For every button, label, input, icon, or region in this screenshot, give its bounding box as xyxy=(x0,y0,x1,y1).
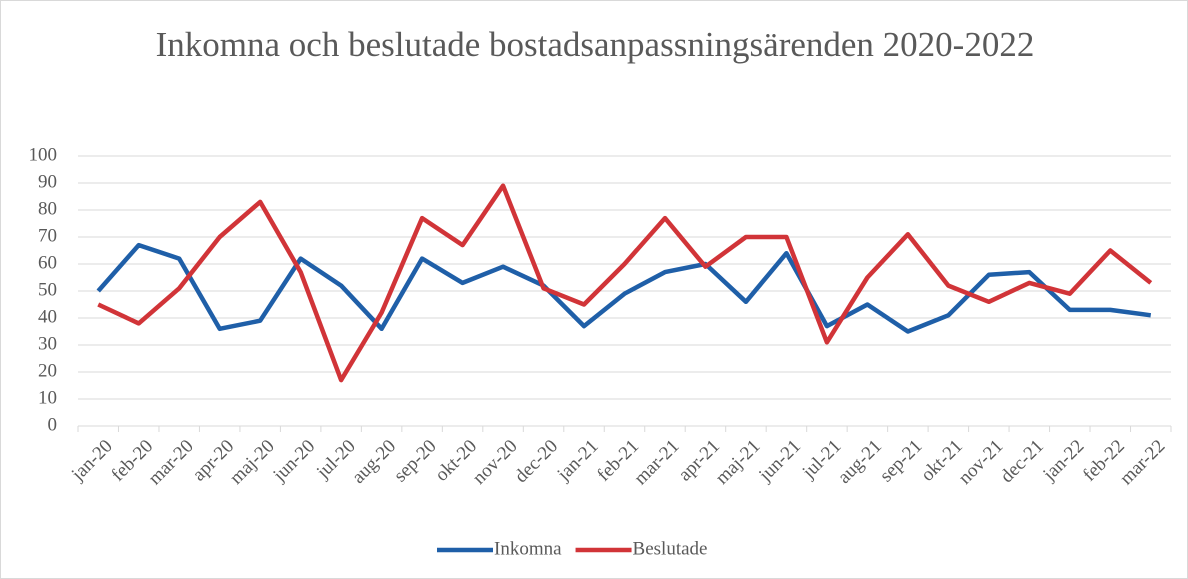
x-tick-label: jan-21 xyxy=(553,436,603,486)
y-tick-label: 80 xyxy=(38,198,57,219)
series-line xyxy=(96,242,1152,334)
x-tick-label: sep-21 xyxy=(876,436,927,487)
y-tick-label: 100 xyxy=(29,144,58,165)
y-tick-label: 30 xyxy=(38,333,57,354)
x-tick-label: jun-21 xyxy=(754,436,805,487)
legend-label: Beslutade xyxy=(633,538,708,559)
y-tick-label: 90 xyxy=(38,171,57,192)
x-tick-label: sep-20 xyxy=(390,436,441,487)
x-tick-label: dec-21 xyxy=(996,436,1047,487)
y-tick-label: 50 xyxy=(38,279,57,300)
x-tick-label: mar-21 xyxy=(630,436,683,489)
x-tick-label: nov-20 xyxy=(469,436,522,489)
y-tick-label: 20 xyxy=(38,360,57,381)
x-tick-label: jan-22 xyxy=(1038,436,1088,486)
x-tick-label: aug-21 xyxy=(834,436,886,488)
y-tick-label: 70 xyxy=(38,225,57,246)
chart-title: Inkomna och beslutade bostadsanpassnings… xyxy=(155,25,1035,64)
x-tick-label: mar-22 xyxy=(1116,436,1169,489)
y-tick-label: 60 xyxy=(38,252,57,273)
x-tick-label: aug-20 xyxy=(348,436,400,488)
x-tick-label: nov-21 xyxy=(955,436,1008,489)
x-tick-label: maj-20 xyxy=(226,436,279,489)
x-tick-label: maj-21 xyxy=(712,436,765,489)
x-tick-label: dec-20 xyxy=(511,436,562,487)
x-tick-label: mar-20 xyxy=(144,436,197,489)
legend-label: Inkomna xyxy=(494,538,562,559)
series-line xyxy=(97,183,1153,383)
x-tick-label: jan-20 xyxy=(67,436,117,486)
y-tick-label: 0 xyxy=(48,414,58,435)
x-tick-label: jun-20 xyxy=(269,436,320,487)
y-tick-label: 10 xyxy=(38,387,57,408)
y-tick-label: 40 xyxy=(38,306,57,327)
